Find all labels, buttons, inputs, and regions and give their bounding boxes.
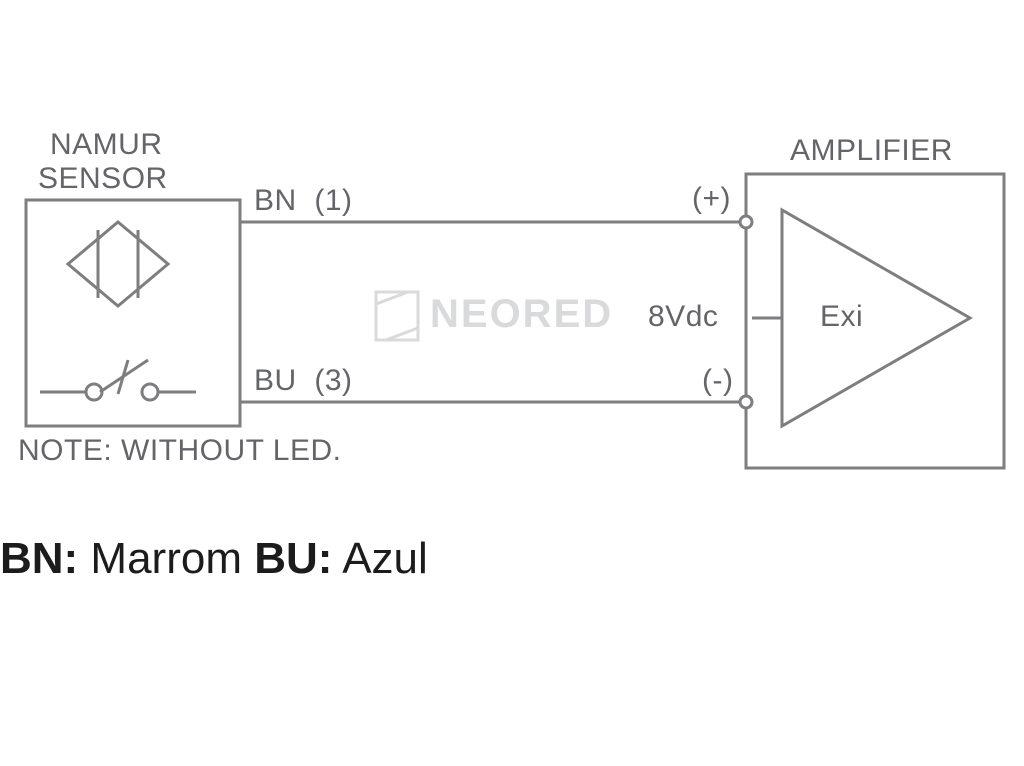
legend-bn-val: Marrom bbox=[78, 534, 254, 583]
watermark-text: NEORED bbox=[430, 292, 613, 337]
conn-label-pos: (+) bbox=[692, 182, 731, 216]
legend-bn-key: BN: bbox=[0, 534, 78, 583]
wire-label-bn: BN (1) bbox=[254, 184, 353, 218]
wire-label-bu: BU (3) bbox=[254, 364, 353, 398]
wiring-svg bbox=[0, 0, 1024, 766]
amp-center-label: Exi bbox=[820, 300, 863, 334]
legend-bu-val: Azul bbox=[332, 534, 427, 583]
sensor-title-line2: SENSOR bbox=[38, 162, 168, 196]
voltage-label: 8Vdc bbox=[648, 300, 718, 334]
conn-label-neg: (-) bbox=[702, 364, 733, 398]
sensor-title-line1: NAMUR bbox=[50, 128, 163, 162]
sensor-diamond-icon bbox=[68, 222, 168, 306]
amplifier-title: AMPLIFIER bbox=[790, 134, 953, 168]
conn-dot-neg bbox=[740, 396, 752, 408]
legend-bu-key: BU: bbox=[254, 534, 332, 583]
switch-icon bbox=[40, 360, 196, 400]
diagram-canvas: NAMUR SENSOR AMPLIFIER BN (1) BU (3) (+)… bbox=[0, 0, 1024, 766]
legend: BN: Marrom BU: Azul bbox=[0, 534, 428, 584]
amplifier-triangle-icon bbox=[782, 210, 970, 426]
conn-dot-pos bbox=[740, 216, 752, 228]
note-text: NOTE: WITHOUT LED. bbox=[18, 434, 341, 468]
watermark-logo-icon bbox=[376, 292, 418, 340]
